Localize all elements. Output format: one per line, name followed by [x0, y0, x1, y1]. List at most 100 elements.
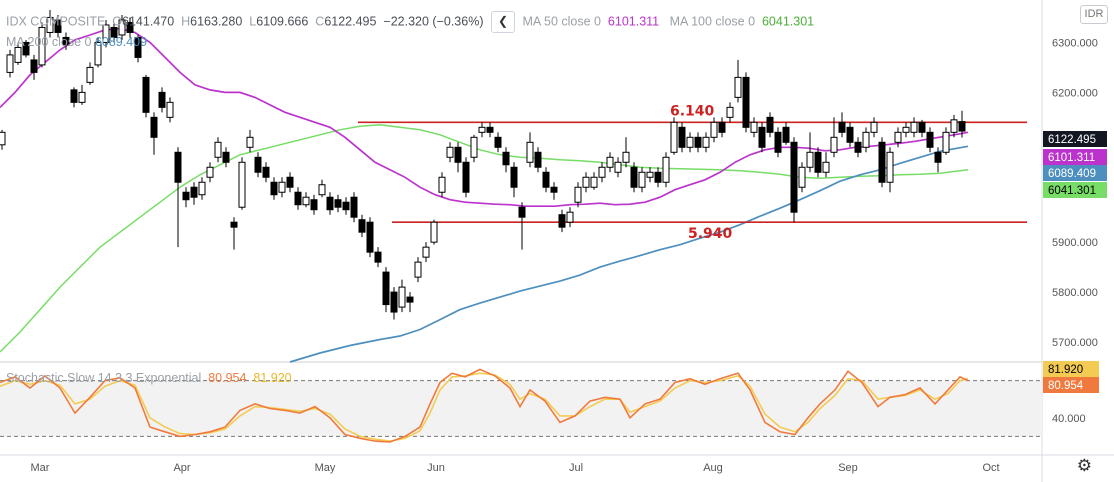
candle-body	[550, 186, 558, 193]
low-value: 6109.666	[256, 14, 309, 29]
ma200-label: MA 200 close 0	[6, 35, 92, 49]
ma200-value: 6089.409	[94, 35, 148, 49]
candle-body	[342, 201, 350, 211]
ma100-label: MA 100 close 0	[669, 14, 756, 29]
candle-body	[886, 151, 894, 183]
candle-body	[542, 171, 550, 188]
candle-body	[686, 136, 694, 148]
candle-body	[566, 211, 574, 223]
price-tag	[1043, 165, 1107, 181]
candle-body	[158, 91, 166, 108]
candle-body	[6, 54, 14, 73]
candle-body	[710, 121, 718, 138]
candle-body	[38, 26, 46, 66]
candle-body	[758, 126, 766, 148]
legend-main: IDX COMPOSITE O6141.470 H6163.280 L6109.…	[6, 11, 814, 33]
legend-ma200: MA 200 close 0 6089.409	[6, 35, 147, 49]
ma200-line	[289, 145, 969, 363]
price-tag	[1043, 149, 1107, 165]
candle-body	[358, 219, 366, 233]
candle-body	[606, 156, 614, 168]
candle-body	[246, 136, 254, 148]
candle-body	[462, 161, 470, 193]
stoch-k-tag	[1043, 377, 1099, 393]
stoch-d-line	[0, 372, 969, 442]
candle-body	[54, 19, 62, 33]
candle-body	[206, 166, 214, 178]
candle-body	[846, 126, 854, 143]
candle-body	[926, 131, 934, 148]
collapse-legend-button[interactable]: ❮	[490, 11, 515, 33]
price-tag-label: 6089.409	[1048, 168, 1096, 180]
currency-button[interactable]: IDR	[1080, 5, 1108, 24]
candle-body	[510, 166, 518, 188]
candle-body	[390, 291, 398, 313]
candle-body	[766, 116, 774, 133]
candle-body	[878, 141, 886, 183]
candle-body	[934, 151, 942, 163]
stoch-k-tag-label: 80.954	[1048, 380, 1084, 392]
candle-body	[918, 121, 926, 133]
candle-body	[958, 121, 966, 132]
candle-body	[654, 171, 662, 183]
symbol-name: IDX COMPOSITE	[6, 14, 106, 29]
stoch-legend: Stochastic Slow 14 3 3 Exponential 80.95…	[6, 371, 292, 385]
candle-body	[942, 131, 950, 153]
candle-body	[414, 261, 422, 278]
high-value: 6163.280	[190, 14, 243, 29]
close-value: 6122.495	[324, 14, 377, 29]
settings-gear-icon[interactable]: ⚙	[1076, 456, 1092, 475]
price-tag-label: 6122.495	[1048, 134, 1096, 146]
candle-body	[150, 116, 158, 138]
candle-body	[366, 221, 374, 253]
candle-body	[22, 41, 30, 56]
candle-body	[534, 151, 542, 168]
candle-body	[590, 176, 598, 188]
candle-body	[46, 16, 54, 33]
candle-body	[350, 196, 358, 218]
candle-body	[646, 171, 654, 178]
candle-body	[638, 171, 646, 188]
stoch-tick-label: 40.000	[1052, 413, 1086, 425]
candle-body	[702, 136, 710, 148]
candle-body	[774, 131, 782, 153]
candle-body	[254, 156, 262, 173]
candle-body	[790, 141, 798, 213]
candle-body	[134, 36, 142, 58]
candle-body	[598, 166, 606, 178]
stoch-k-line	[0, 368, 969, 443]
price-tick-label: 5800.000	[1052, 287, 1098, 299]
candle-body	[230, 221, 238, 228]
price-tick-label: 5900.000	[1052, 237, 1098, 249]
candle-body	[302, 196, 310, 206]
chevron-left-icon: ❮	[497, 14, 508, 28]
price-tick-label: 6200.000	[1052, 87, 1098, 99]
candle-body	[726, 106, 734, 118]
candle-body	[286, 176, 294, 188]
candle-body	[278, 181, 286, 193]
candle-body	[262, 166, 270, 178]
level-label-lower: 5.940	[688, 226, 733, 242]
candle-body	[838, 121, 846, 133]
candle-body	[142, 76, 150, 113]
candle-body	[454, 146, 462, 163]
candle-body	[190, 186, 198, 198]
stoch-d-tag	[1043, 361, 1099, 377]
candle-body	[582, 176, 590, 188]
candle-body	[518, 206, 526, 218]
stoch-band-fill	[0, 380, 1042, 437]
candle-body	[718, 121, 726, 133]
candle-body	[174, 151, 182, 183]
price-tag	[1043, 131, 1107, 147]
candle-body	[70, 89, 78, 103]
stoch-d-value: 81.920	[253, 371, 292, 385]
candle-body	[662, 156, 670, 183]
candle-body	[78, 91, 86, 103]
ma50-line	[0, 27, 969, 208]
candle-body	[446, 146, 454, 158]
candle-body	[950, 119, 958, 133]
ma50-value: 6101.311	[607, 14, 660, 29]
candle-body	[406, 296, 414, 303]
time-tick-label: Sep	[838, 462, 858, 474]
